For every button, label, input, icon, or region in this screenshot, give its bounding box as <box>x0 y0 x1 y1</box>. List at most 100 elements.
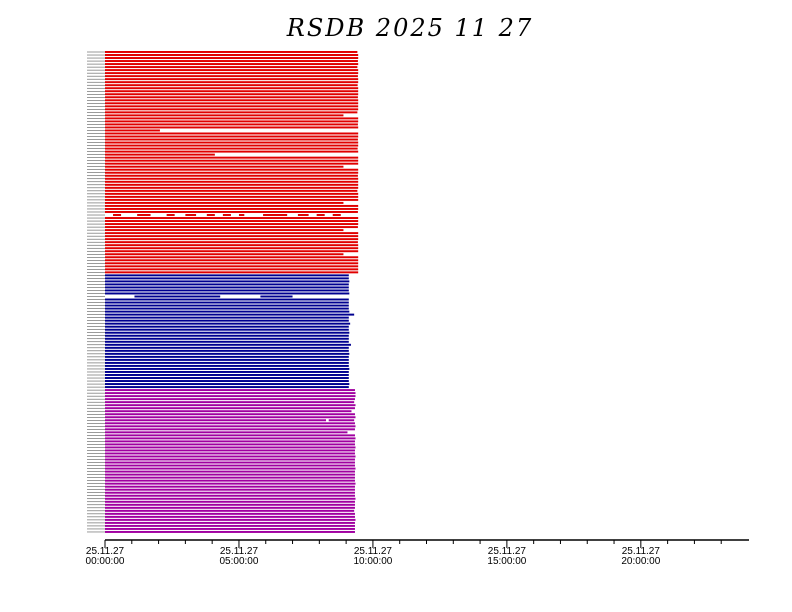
availability-bar <box>105 367 350 370</box>
availability-bar <box>316 214 325 216</box>
availability-bar <box>105 111 358 114</box>
availability-bar <box>105 395 356 398</box>
availability-bar <box>105 485 355 488</box>
availability-bar <box>105 352 350 355</box>
availability-bar <box>105 334 349 337</box>
availability-bar <box>105 512 355 515</box>
availability-bar <box>222 214 231 216</box>
availability-bar <box>105 183 359 186</box>
availability-bar <box>105 223 359 226</box>
availability-bar <box>105 398 355 401</box>
availability-bar <box>105 66 358 69</box>
availability-bar <box>185 214 197 216</box>
availability-bar <box>105 413 355 416</box>
x-tick-label: 25.11.27 <box>488 546 527 557</box>
availability-bar <box>105 410 352 413</box>
availability-bar <box>105 253 344 256</box>
availability-bar <box>105 355 349 358</box>
availability-bar <box>105 440 355 443</box>
availability-bar <box>105 217 359 219</box>
availability-bar <box>105 286 349 289</box>
availability-bar <box>105 361 349 364</box>
x-tick-label: 00:00:00 <box>86 556 125 567</box>
availability-bar <box>105 389 355 392</box>
availability-bar <box>105 165 344 168</box>
availability-bar <box>263 214 288 216</box>
availability-bar <box>105 319 349 322</box>
availability-bar <box>113 214 122 216</box>
availability-bar <box>105 434 355 437</box>
availability-bar <box>105 370 349 373</box>
availability-bar <box>105 461 355 464</box>
availability-bar <box>105 518 356 521</box>
availability-bar <box>105 340 349 343</box>
availability-bar <box>105 346 349 349</box>
x-tick-label: 05:00:00 <box>219 556 258 567</box>
availability-bar <box>297 214 309 216</box>
availability-bar <box>105 54 359 56</box>
availability-bar <box>105 380 349 383</box>
availability-bar <box>105 250 359 253</box>
x-tick-label: 25.11.27 <box>354 546 393 557</box>
availability-bar <box>105 289 349 292</box>
availability-bar <box>105 310 350 313</box>
availability-bar <box>166 214 175 216</box>
availability-bar <box>105 238 359 241</box>
availability-bar <box>105 220 359 223</box>
availability-bar <box>105 422 355 425</box>
availability-bar <box>105 425 356 428</box>
availability-bar <box>105 437 356 440</box>
availability-bar <box>105 301 349 304</box>
availability-bar <box>105 271 359 274</box>
availability-bar <box>105 150 359 153</box>
availability-bar <box>105 298 349 301</box>
availability-bar <box>105 123 358 126</box>
availability-bar <box>105 174 358 177</box>
availability-bar <box>105 186 359 189</box>
availability-bar <box>105 138 358 141</box>
availability-bar <box>105 126 359 129</box>
availability-bar <box>105 479 355 482</box>
availability-bar <box>105 521 355 524</box>
availability-bar <box>105 63 359 66</box>
availability-bar <box>105 204 359 207</box>
availability-bar <box>105 500 355 503</box>
availability-bar <box>105 162 359 165</box>
availability-bar <box>105 192 359 195</box>
availability-bar <box>105 313 355 316</box>
availability-bar <box>137 214 151 216</box>
availability-bar <box>105 524 355 527</box>
availability-bar <box>105 527 355 530</box>
availability-bar <box>105 129 160 132</box>
availability-bar <box>105 84 358 87</box>
availability-bar <box>105 280 350 283</box>
availability-bar <box>105 416 356 419</box>
availability-bar <box>105 325 349 328</box>
availability-bar <box>105 443 355 446</box>
availability-bar <box>105 168 359 171</box>
availability-bar <box>105 452 355 455</box>
availability-bar <box>105 349 349 352</box>
availability-bar <box>105 383 350 386</box>
availability-bar <box>105 177 359 180</box>
availability-bar <box>105 262 359 265</box>
availability-bar <box>105 235 359 238</box>
availability-bar <box>105 503 355 506</box>
availability-bar <box>105 449 355 452</box>
availability-bar <box>105 108 359 111</box>
availability-bar <box>105 60 358 63</box>
availability-bar <box>105 464 355 467</box>
availability-bar <box>105 491 355 494</box>
availability-bar <box>105 337 349 340</box>
availability-bar <box>105 328 349 331</box>
availability-bar <box>105 90 359 93</box>
availability-bar <box>105 407 355 410</box>
availability-bar <box>105 247 359 250</box>
availability-bar <box>105 364 349 367</box>
availability-bar <box>105 331 350 334</box>
availability-bar <box>105 232 359 235</box>
x-tick-label: 25.11.27 <box>622 546 661 557</box>
availability-bar <box>105 69 359 72</box>
availability-bar <box>105 72 359 75</box>
